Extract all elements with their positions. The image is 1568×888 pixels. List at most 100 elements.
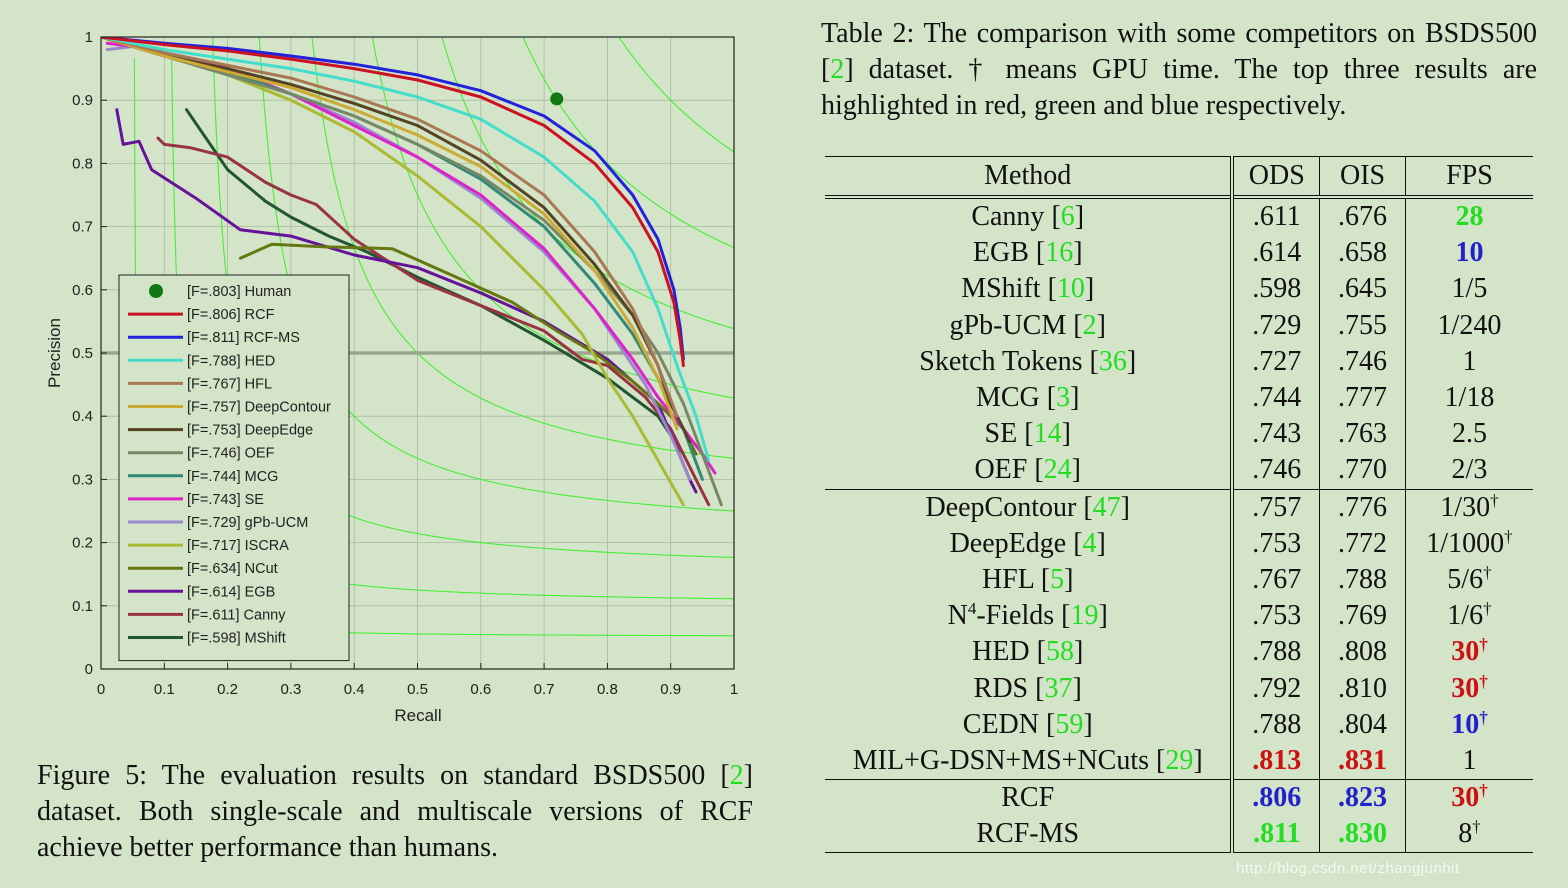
table-row: MIL+G-DSN+MS+NCuts [29] .813 .831 1	[825, 742, 1533, 780]
legend-box	[118, 274, 350, 662]
series-lines	[101, 37, 723, 507]
table-row: EGB [16] .614 .658 10	[825, 235, 1533, 272]
x-tick-label: 0.3	[280, 681, 301, 698]
fps-value: 10	[1455, 237, 1484, 269]
method-citation[interactable]: 16	[1045, 237, 1074, 269]
method-name: RDS	[973, 672, 1029, 704]
figure-caption-suffix: ] dataset. Both single-scale and multisc…	[37, 760, 753, 863]
method-citation[interactable]: 24	[1043, 454, 1072, 486]
y-tick-label: 0	[85, 661, 93, 678]
method-name: Sketch Tokens	[919, 345, 1083, 377]
comparison-table-container: Method ODS OIS FPS Canny [6] .611.676 28 EG…	[825, 156, 1533, 854]
ods-value: .792	[1252, 672, 1302, 704]
y-tick-label: 0.4	[72, 408, 93, 425]
method-citation[interactable]: 2	[1082, 309, 1097, 341]
ois-value: .676	[1338, 201, 1388, 233]
method-cell: gPb-UCM [2]	[825, 307, 1235, 344]
ois-value: .755	[1338, 309, 1388, 341]
fps-cell: 1/1000†	[1405, 526, 1533, 562]
table-row: HED [58] .788 .808 30†	[825, 634, 1533, 671]
fps-value: 1/1000	[1426, 527, 1505, 559]
table-row: MCG [3] .744 .777 1/18	[825, 379, 1533, 417]
x-tick-label: 0.9	[660, 681, 681, 698]
header-ods: ODS	[1232, 156, 1321, 197]
method-citation[interactable]: 59	[1055, 708, 1084, 740]
ods-value: .788	[1252, 636, 1302, 668]
method-citation[interactable]: 47	[1092, 491, 1121, 523]
method-cell: HFL [5]	[825, 561, 1235, 599]
method-citation[interactable]: 6	[1060, 201, 1075, 233]
series-line	[101, 37, 685, 361]
table-row: OEF [24] .746 .770 2/3	[825, 452, 1533, 489]
table-caption: Table 2: The comparison with some compet…	[821, 16, 1537, 124]
method-name: DeepContour	[925, 491, 1077, 523]
fps-cell: 28	[1405, 197, 1533, 235]
ods-cell: .813	[1232, 742, 1321, 780]
fps-cell: 1/5	[1405, 271, 1533, 307]
ods-value: .727	[1252, 345, 1302, 377]
method-name: OEF	[974, 454, 1028, 486]
legend-entry: [F=.811] RCF-MS	[187, 330, 300, 346]
comparison-table: Method ODS OIS FPS Canny [6] .611.676 28 EG…	[825, 156, 1533, 854]
fps-value: 30	[1451, 782, 1480, 814]
method-citation[interactable]: 37	[1044, 672, 1073, 704]
gpu-time-mark: †	[1479, 707, 1488, 727]
ois-cell: .831	[1319, 742, 1406, 780]
table-row: DeepContour [47] .757 .776 1/30†	[825, 488, 1533, 526]
fps-value: 1/6	[1447, 600, 1484, 632]
method-name: DeepEdge	[949, 527, 1067, 559]
human-point-layer	[550, 92, 564, 106]
method-name-rest: -Fields	[976, 600, 1055, 632]
method-citation[interactable]: 58	[1045, 636, 1074, 668]
y-tick-label: 0.6	[72, 282, 93, 299]
method-name: EGB	[972, 237, 1029, 269]
ods-value: .598	[1252, 273, 1302, 305]
method-cell: DeepContour [47]	[825, 488, 1235, 526]
fps-value: 1/18	[1444, 382, 1495, 414]
method-citation[interactable]: 5	[1050, 563, 1065, 595]
method-cell: RDS [37]	[825, 670, 1235, 707]
ois-value: .769	[1338, 600, 1388, 632]
ods-cell: .746	[1232, 452, 1321, 489]
fps-cell: 8†	[1405, 816, 1533, 854]
legend-entry: [F=.806] RCF	[187, 307, 275, 323]
method-cell: Sketch Tokens [36]	[825, 343, 1235, 380]
fps-cell: 1	[1405, 743, 1533, 780]
x-tick-label: 1	[730, 681, 738, 698]
ods-cell: .744	[1232, 379, 1321, 417]
axis-ticks: 0 0.1 0.2 0.3 0.4 0.5 0.6 0.7 0.8 0.9 1 0 0.1 0.2 0.3 0…	[72, 29, 738, 698]
fps-cell: 10†	[1405, 707, 1533, 743]
method-citation[interactable]: 36	[1098, 345, 1127, 377]
legend-entry: [F=.746] OEF	[187, 446, 275, 462]
ois-value: .763	[1338, 418, 1388, 450]
y-tick-label: 0.3	[72, 471, 93, 488]
method-name: Canny	[971, 201, 1045, 233]
method-citation[interactable]: 14	[1033, 418, 1062, 450]
ois-cell: .770	[1319, 452, 1406, 489]
method-cell: N4-Fields [19]	[825, 598, 1235, 635]
gpu-time-mark: †	[1483, 562, 1492, 582]
method-cell: MShift [10]	[825, 271, 1235, 308]
fps-value: 30	[1451, 636, 1480, 668]
method-citation[interactable]: 3	[1056, 382, 1071, 414]
y-axis-label: Precision	[45, 318, 64, 388]
method-citation[interactable]: 10	[1056, 273, 1085, 305]
ois-cell: .763	[1319, 416, 1406, 453]
table-row: RDS [37] .792 .810 30†	[825, 670, 1533, 707]
method-citation[interactable]: 19	[1070, 600, 1099, 632]
legend-entry: [F=.744] MCG	[187, 469, 278, 485]
figure-caption-citation[interactable]: 2	[729, 760, 744, 791]
ods-cell: .806	[1232, 779, 1321, 817]
fps-value: 1/5	[1451, 273, 1488, 305]
fps-cell: 5/6†	[1405, 562, 1533, 598]
gpu-time-mark: †	[1504, 526, 1513, 546]
legend-entry: [F=.757] DeepContour	[187, 400, 331, 416]
table-header-row: Method ODS OIS FPS	[825, 156, 1533, 197]
x-tick-label: 0.5	[407, 681, 428, 698]
gpu-time-mark: †	[1490, 490, 1499, 510]
table-row: DeepEdge [4] .753 .772 1/1000†	[825, 525, 1533, 562]
method-citation[interactable]: 29	[1165, 744, 1194, 776]
table-caption-citation[interactable]: 2	[830, 54, 845, 85]
ois-cell: .772	[1319, 525, 1406, 562]
method-citation[interactable]: 4	[1082, 527, 1097, 559]
